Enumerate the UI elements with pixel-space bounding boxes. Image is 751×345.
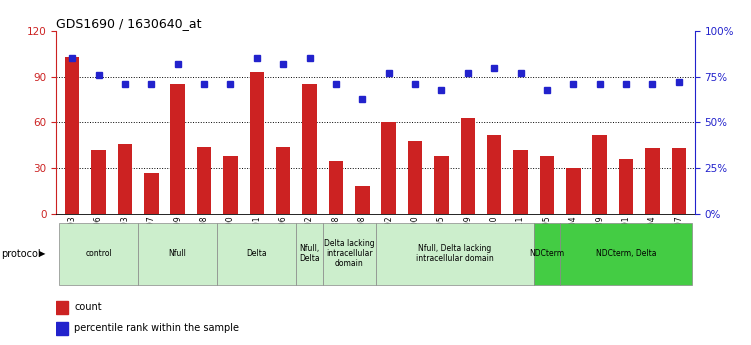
Text: GSM53407: GSM53407 xyxy=(674,215,683,257)
Bar xyxy=(645,148,659,214)
Text: Nfull, Delta lacking
intracellular domain: Nfull, Delta lacking intracellular domai… xyxy=(416,244,493,263)
Bar xyxy=(566,168,581,214)
Bar xyxy=(65,57,80,214)
Text: Nfull,
Delta: Nfull, Delta xyxy=(299,244,320,263)
Text: count: count xyxy=(74,303,102,313)
Text: GSM53411: GSM53411 xyxy=(516,215,525,257)
Bar xyxy=(92,150,106,214)
Text: GSM53405: GSM53405 xyxy=(437,215,446,257)
Text: NDCterm, Delta: NDCterm, Delta xyxy=(596,249,656,258)
Bar xyxy=(59,223,138,285)
Text: GDS1690 / 1630640_at: GDS1690 / 1630640_at xyxy=(56,17,202,30)
Bar xyxy=(619,159,633,214)
Bar xyxy=(408,141,422,214)
Text: GSM53410: GSM53410 xyxy=(490,215,499,257)
Text: Nfull: Nfull xyxy=(169,249,186,258)
Bar xyxy=(355,186,369,214)
Bar xyxy=(382,122,396,214)
Text: GSM53391: GSM53391 xyxy=(622,215,631,257)
Bar xyxy=(434,156,448,214)
Text: GSM53396: GSM53396 xyxy=(94,215,103,257)
Bar xyxy=(170,85,185,214)
Text: GSM53389: GSM53389 xyxy=(596,215,605,257)
Text: Delta: Delta xyxy=(246,249,267,258)
Text: NDCterm: NDCterm xyxy=(529,249,565,258)
Bar xyxy=(560,223,692,285)
Bar xyxy=(138,223,217,285)
Text: GSM53402: GSM53402 xyxy=(305,215,314,257)
Text: percentile rank within the sample: percentile rank within the sample xyxy=(74,323,240,333)
Bar xyxy=(217,223,297,285)
Text: GSM53406: GSM53406 xyxy=(279,215,288,257)
Bar xyxy=(671,148,686,214)
Bar xyxy=(329,160,343,214)
Bar xyxy=(223,156,237,214)
Text: GSM53392: GSM53392 xyxy=(385,215,394,257)
Text: GSM53409: GSM53409 xyxy=(463,215,472,257)
Text: GSM53400: GSM53400 xyxy=(411,215,420,257)
Text: GSM53394: GSM53394 xyxy=(648,215,657,257)
Bar xyxy=(487,135,502,214)
Text: GSM53408: GSM53408 xyxy=(200,215,209,257)
Bar xyxy=(540,156,554,214)
Bar xyxy=(303,85,317,214)
Bar xyxy=(323,223,376,285)
Bar xyxy=(56,301,68,314)
Bar xyxy=(376,223,534,285)
Text: ▶: ▶ xyxy=(39,249,46,258)
Bar xyxy=(197,147,211,214)
Text: GSM53401: GSM53401 xyxy=(252,215,261,257)
Bar xyxy=(249,72,264,214)
Text: Delta lacking
intracellular
domain: Delta lacking intracellular domain xyxy=(324,239,375,268)
Bar xyxy=(144,173,158,214)
Text: GSM53397: GSM53397 xyxy=(146,215,155,257)
Text: GSM53390: GSM53390 xyxy=(226,215,235,257)
Text: protocol: protocol xyxy=(1,249,41,258)
Text: GSM53404: GSM53404 xyxy=(569,215,578,257)
Bar xyxy=(56,322,68,335)
Text: GSM53399: GSM53399 xyxy=(173,215,182,257)
Bar xyxy=(534,223,560,285)
Bar xyxy=(514,150,528,214)
Text: GSM53395: GSM53395 xyxy=(542,215,551,257)
Bar xyxy=(118,144,132,214)
Bar xyxy=(593,135,607,214)
Text: control: control xyxy=(85,249,112,258)
Bar xyxy=(460,118,475,214)
Text: GSM53398: GSM53398 xyxy=(357,215,366,257)
Text: GSM53388: GSM53388 xyxy=(331,215,340,257)
Text: GSM53393: GSM53393 xyxy=(68,215,77,257)
Bar xyxy=(297,223,323,285)
Bar xyxy=(276,147,291,214)
Text: GSM53403: GSM53403 xyxy=(120,215,129,257)
